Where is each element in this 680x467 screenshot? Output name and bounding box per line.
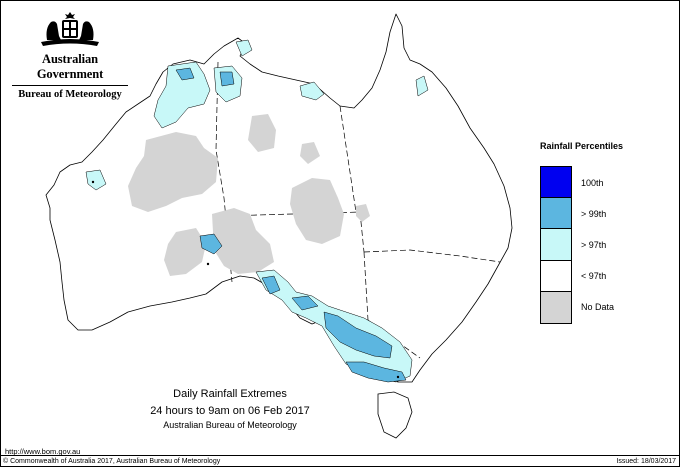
legend-row-97th: > 97th — [541, 229, 606, 261]
bureau-name: Bureau of Meteorology — [18, 89, 122, 100]
station-dot — [206, 262, 210, 266]
no-data-region — [212, 208, 274, 274]
legend-label-below-97th: < 97th — [581, 271, 607, 282]
no-data-region — [128, 132, 218, 212]
legend-items: 100th > 99th > 97th < 97th No Data — [540, 166, 614, 324]
no-data-region — [248, 114, 276, 152]
footer-divider — [0, 455, 680, 456]
station-dot — [396, 375, 400, 379]
website-link[interactable]: http://www.bom.gov.au — [5, 447, 81, 456]
caption-title: Daily Rainfall Extremes — [173, 388, 287, 400]
logo-divider — [12, 85, 128, 86]
legend-swatch-no-data — [541, 291, 571, 323]
no-data-region — [290, 178, 344, 244]
rainfall-99th-area — [323, 311, 393, 359]
caption-source: Australian Bureau of Meteorology — [163, 420, 297, 430]
sa-nsw-border — [363, 251, 369, 321]
legend-swatch-100th — [541, 167, 571, 199]
rainfall-99th-areas — [175, 67, 407, 383]
government-name: Australian Government — [36, 52, 104, 81]
rainfall-99th-area — [345, 361, 407, 383]
qld-nsw-border — [363, 249, 501, 263]
station-dot — [91, 180, 95, 184]
sa-qld-border — [359, 211, 365, 253]
rainfall-99th-area — [175, 67, 195, 81]
legend-label-99th: > 99th — [581, 208, 607, 219]
wa-nt-border — [215, 61, 233, 283]
rainfall-99th-area — [199, 233, 223, 255]
no-data-areas — [128, 114, 370, 276]
rainfall-99th-area — [219, 71, 235, 87]
rainfall-legend: Rainfall Percentiles 100th > 99th > 97th… — [540, 141, 650, 324]
map-caption: Daily Rainfall Extremes 24 hours to 9am … — [120, 388, 340, 430]
rainfall-markers — [91, 180, 400, 379]
caption-subtitle: 24 hours to 9am on 06 Feb 2017 — [150, 405, 310, 417]
rainfall-97th-area — [415, 75, 429, 97]
rainfall-97th-area — [299, 81, 325, 101]
legend-row-no-data: No Data — [541, 291, 614, 323]
coat-of-arms-icon — [41, 12, 99, 46]
legend-swatch-97th — [541, 229, 571, 261]
legend-title: Rainfall Percentiles — [540, 141, 624, 151]
government-logo-block: Australian Government Bureau of Meteorol… — [8, 10, 132, 100]
issued-date: Issued: 18/03/2017 — [616, 458, 676, 465]
legend-label-no-data: No Data — [581, 302, 615, 313]
legend-label-100th: 100th — [581, 177, 604, 188]
tasmania — [377, 391, 413, 439]
rainfall-99th-area — [291, 295, 319, 311]
copyright-text: © Commonwealth of Australia 2017, Austra… — [3, 458, 221, 465]
no-data-region — [300, 142, 320, 164]
no-data-region — [356, 204, 370, 222]
rainfall-99th-area — [261, 275, 281, 295]
rainfall-97th-area — [85, 169, 107, 191]
legend-swatch-99th — [541, 198, 571, 230]
legend-swatch-below-97th — [541, 260, 571, 292]
legend-row-below-97th: < 97th — [541, 260, 606, 292]
legend-row-99th: > 99th — [541, 198, 606, 230]
rainfall-97th-area — [235, 39, 253, 57]
no-data-region — [164, 228, 206, 276]
rainfall-97th-area — [153, 61, 211, 129]
legend-row-100th: 100th — [541, 167, 604, 199]
legend-label-97th: > 97th — [581, 239, 607, 250]
